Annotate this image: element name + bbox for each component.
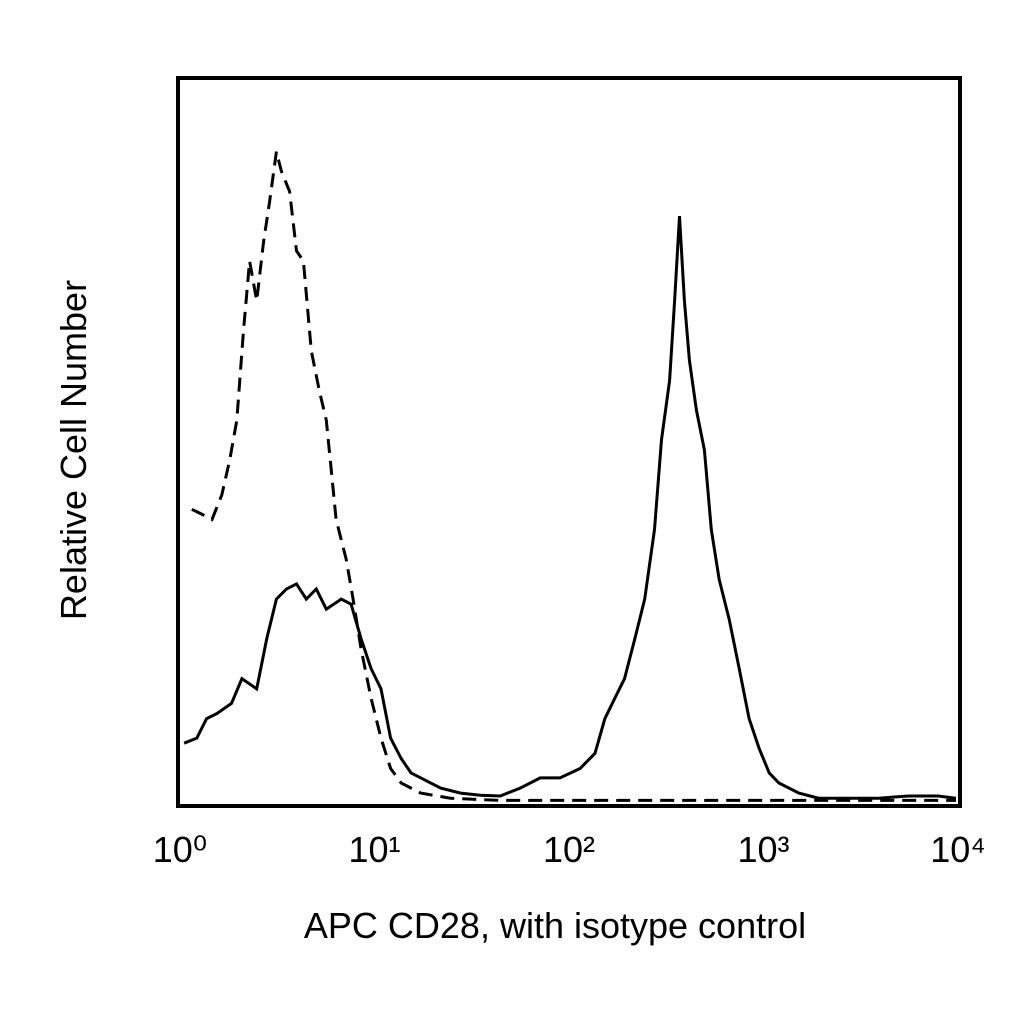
sample-histogram (183, 216, 957, 800)
x-axis-label: APC CD28, with isotype control (304, 905, 806, 946)
x-tick-label: 10⁴ (930, 829, 986, 870)
isotype-histogram (191, 151, 956, 802)
x-tick-label: 10⁰ (153, 829, 207, 870)
x-tick-label: 10³ (737, 829, 789, 870)
x-tick-label: 10¹ (348, 829, 400, 870)
plot-frame (176, 76, 962, 808)
y-axis-label: Relative Cell Number (53, 280, 94, 620)
x-tick-label: 10² (543, 829, 595, 870)
